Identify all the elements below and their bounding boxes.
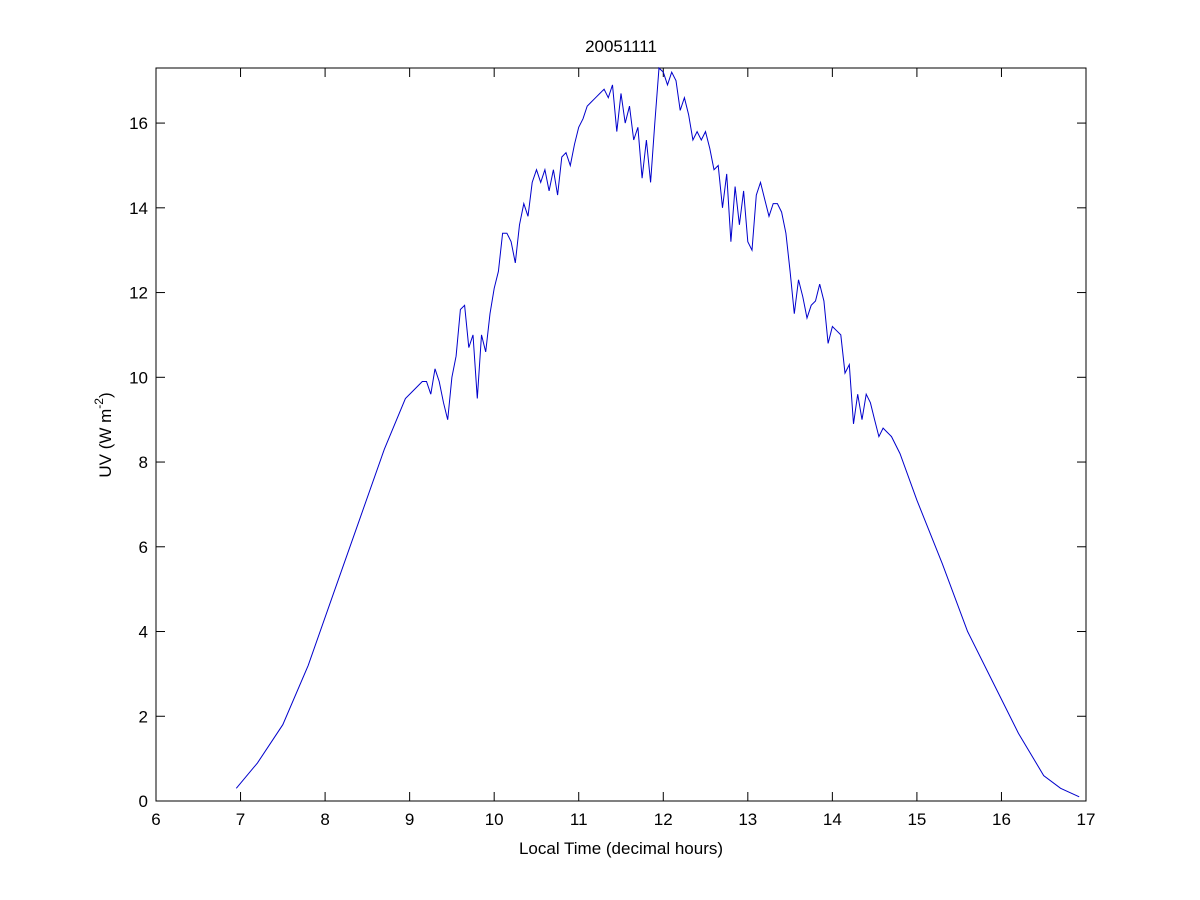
x-tick-label: 17 (1077, 810, 1096, 829)
y-tick-label: 16 (129, 114, 148, 133)
chart-title: 20051111 (585, 37, 657, 56)
y-tick-label: 10 (129, 368, 148, 387)
x-tick-label: 9 (405, 810, 414, 829)
x-tick-label: 15 (907, 810, 926, 829)
x-tick-label: 12 (654, 810, 673, 829)
y-axis-label-prefix: UV (W m (96, 409, 115, 478)
plot-area (155, 67, 1087, 802)
uv-series-line (235, 66, 1080, 798)
y-tick-label: 6 (139, 538, 148, 557)
y-tick-label: 14 (129, 199, 148, 218)
x-tick-label: 13 (738, 810, 757, 829)
y-tick-label: 4 (139, 623, 148, 642)
y-tick-label: 0 (139, 792, 148, 811)
x-tick-label: 11 (570, 810, 588, 829)
x-axis-ticks: 6 7 8 9 10 11 12 13 14 15 16 17 (151, 68, 1095, 829)
x-tick-label: 16 (992, 810, 1011, 829)
x-tick-label: 14 (823, 810, 842, 829)
y-tick-label: 8 (139, 453, 148, 472)
y-axis-label-superscript: -2 (92, 398, 106, 409)
x-tick-label: 6 (151, 810, 160, 829)
y-axis-ticks: 0 2 4 6 8 10 12 14 16 (129, 114, 1086, 811)
y-tick-label: 2 (139, 707, 148, 726)
x-axis-label: Local Time (decimal hours) (519, 839, 723, 858)
y-tick-label: 12 (129, 284, 148, 303)
x-tick-label: 7 (236, 810, 245, 829)
x-tick-label: 8 (320, 810, 329, 829)
y-axis-label-suffix: ) (96, 392, 115, 398)
y-axis-label: UV (W m-2) (92, 392, 115, 477)
x-tick-label: 10 (485, 810, 504, 829)
